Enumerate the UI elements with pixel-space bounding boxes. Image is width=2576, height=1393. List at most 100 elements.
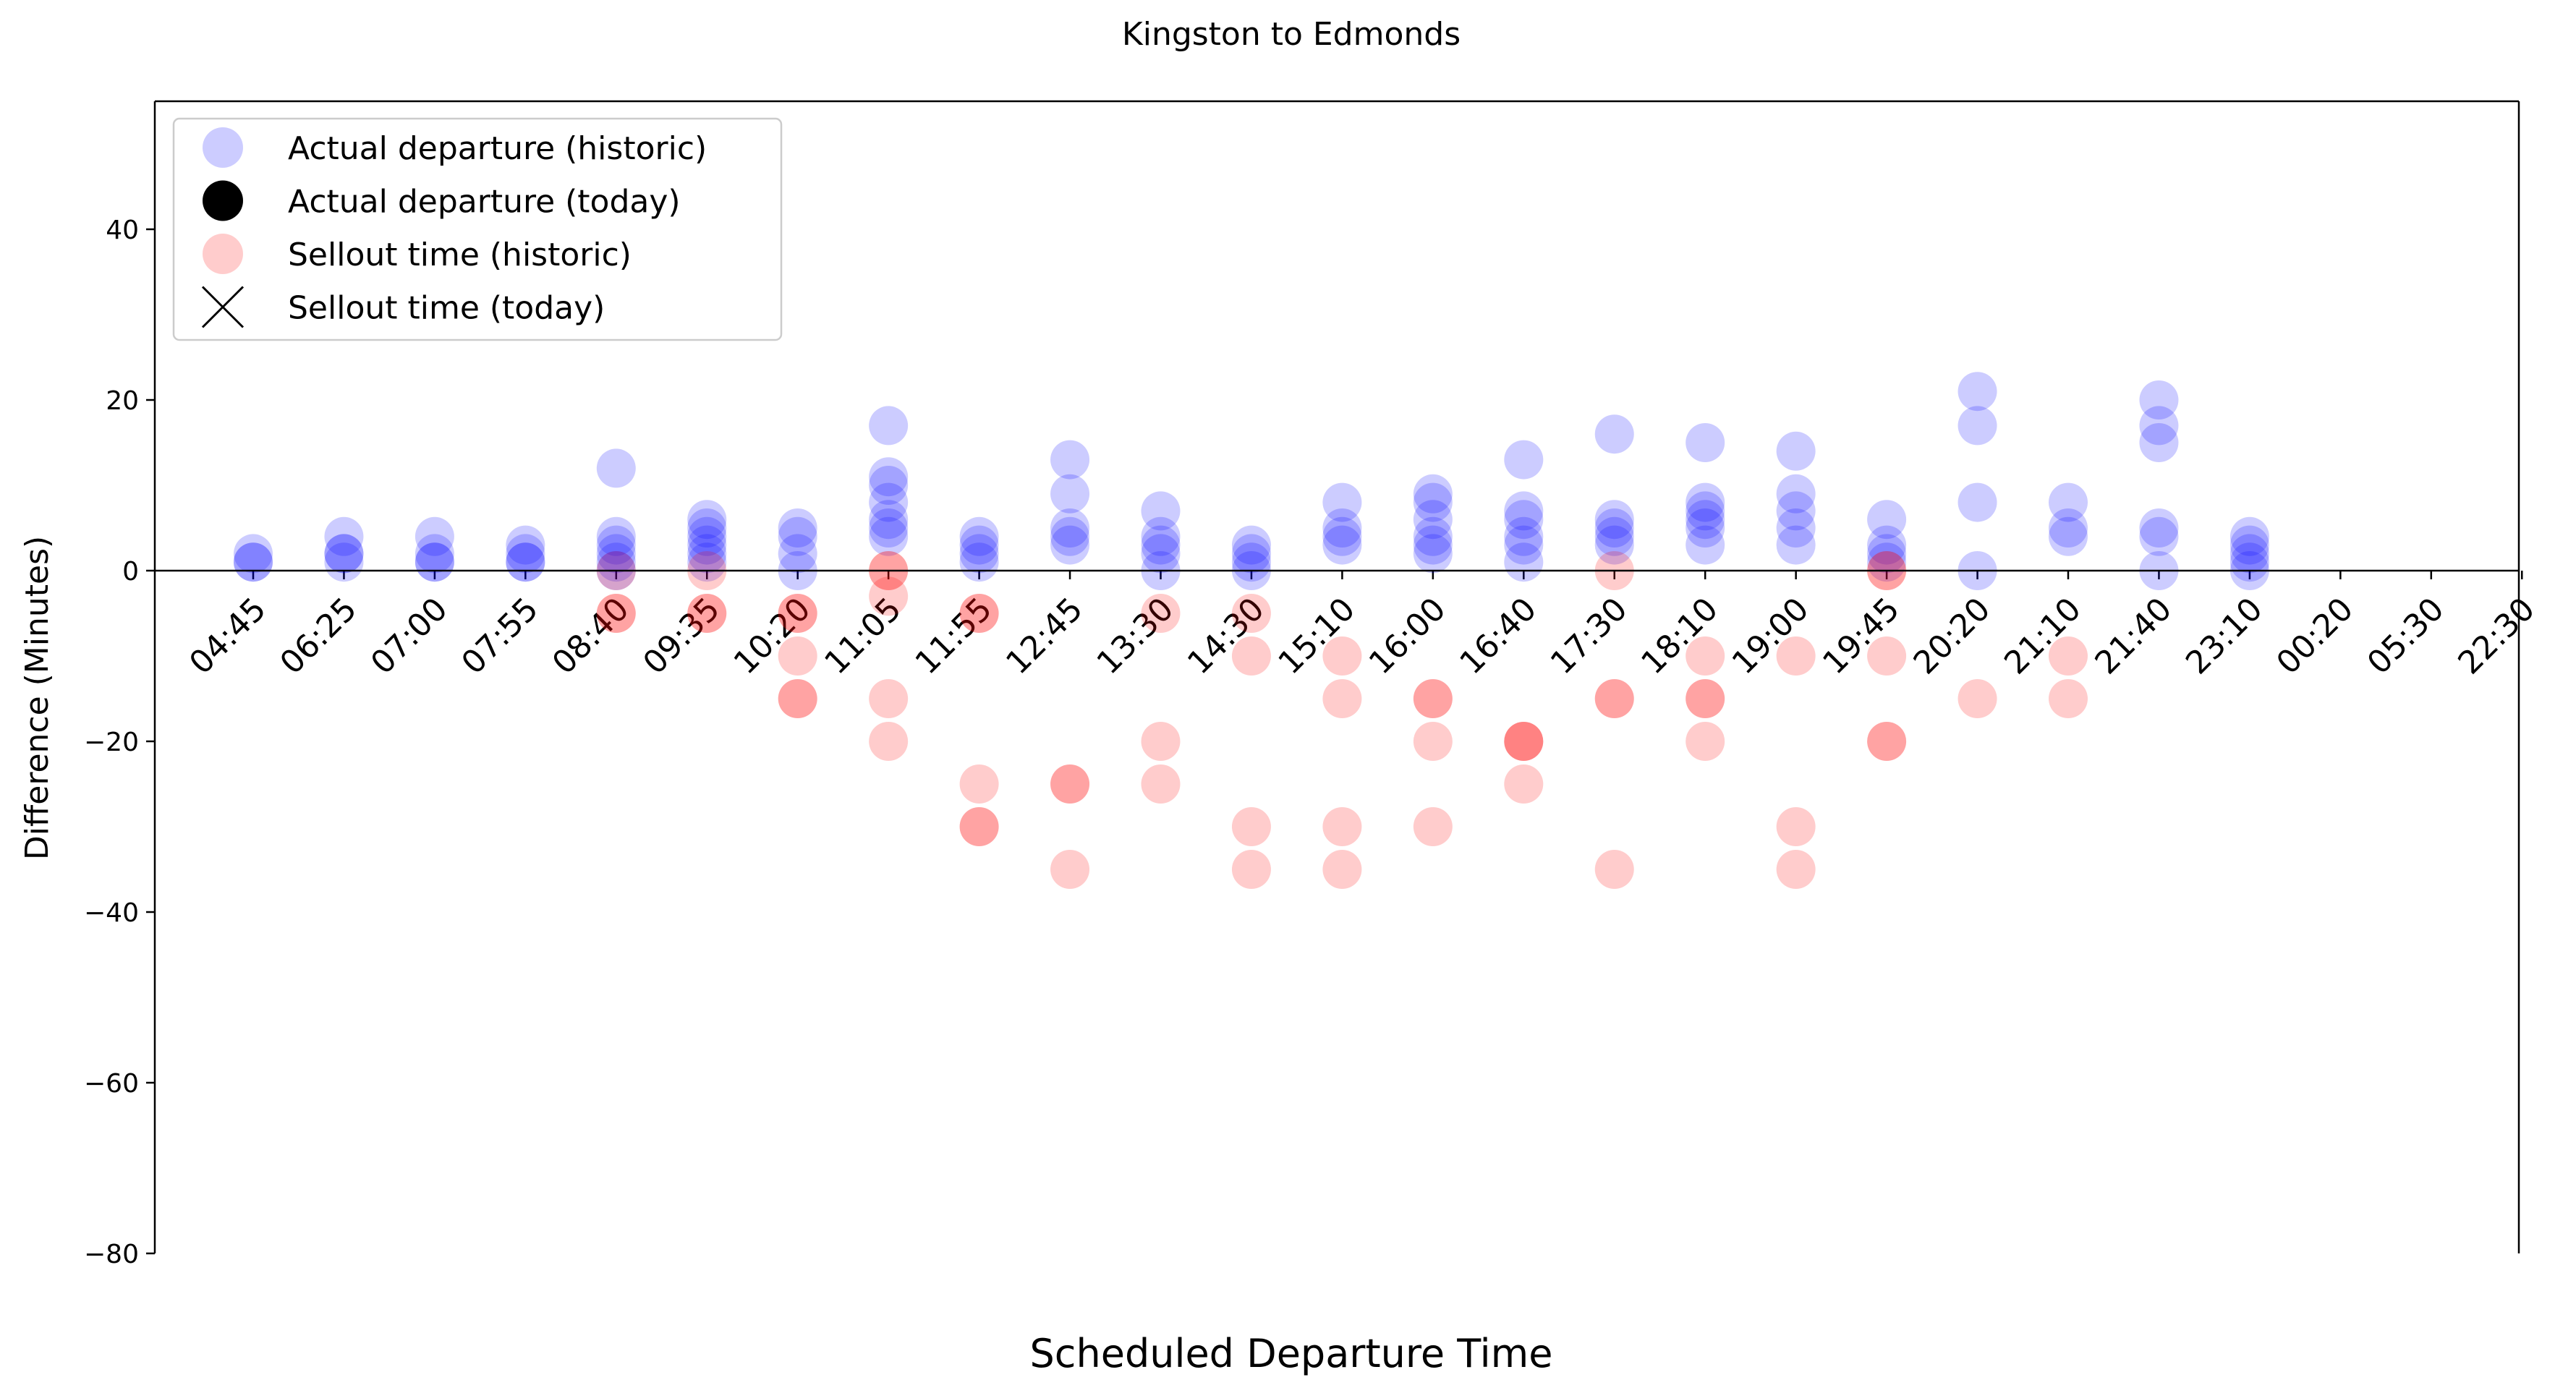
- departure-point: [1776, 474, 1816, 514]
- departure-point: [415, 542, 454, 582]
- sellout-point: [1686, 636, 1725, 676]
- sellout-point: [1231, 594, 1271, 633]
- sellout-point: [1322, 850, 1362, 889]
- legend: Actual departure (historic) Actual depart…: [172, 117, 783, 341]
- sellout-point: [1594, 850, 1634, 889]
- y-tick-label: −20: [84, 728, 139, 757]
- departure-point: [1050, 474, 1090, 514]
- sellout-point: [1050, 850, 1090, 889]
- sellout-point: [1050, 764, 1090, 804]
- departure-point: [1504, 516, 1544, 556]
- departure-point: [687, 516, 727, 556]
- legend-marker-x: [201, 286, 245, 328]
- departure-point: [1413, 500, 1453, 540]
- sellout-point: [1776, 807, 1816, 846]
- departure-point: [2139, 380, 2179, 419]
- sellout-point: [1050, 764, 1090, 804]
- y-tick-label: −80: [84, 1240, 139, 1269]
- departure-point: [1686, 525, 1725, 565]
- departure-point: [1867, 500, 1907, 540]
- departure-point: [1413, 534, 1453, 574]
- departure-point: [687, 508, 727, 548]
- sellout-point: [1231, 807, 1271, 846]
- y-tick-label: 0: [122, 557, 139, 587]
- departure-point: [415, 542, 454, 582]
- sellout-point: [959, 764, 999, 804]
- departure-point: [1413, 474, 1453, 514]
- sellout-point: [1504, 722, 1544, 761]
- sellout-point: [687, 594, 727, 633]
- departure-point: [1594, 414, 1634, 454]
- x-axis-label: Scheduled Departure Time: [1030, 1331, 1553, 1376]
- sellout-point: [2049, 636, 2088, 676]
- departure-point: [1504, 500, 1544, 540]
- y-axis-label: Difference (Minutes): [19, 536, 56, 860]
- departure-point: [506, 542, 545, 582]
- departure-point: [324, 542, 364, 582]
- sellout-point: [1413, 679, 1453, 718]
- y-tick-label: −40: [84, 898, 139, 928]
- departure-point: [415, 516, 454, 556]
- sellout-point: [1141, 594, 1181, 633]
- sellout-point: [959, 594, 999, 633]
- departure-point: [2139, 508, 2179, 548]
- departure-point: [959, 534, 999, 574]
- legend-marker: [203, 234, 243, 274]
- y-axis-ticks: −80 −60 −40 −20 0 20 40: [84, 216, 155, 1269]
- sellout-point: [869, 576, 909, 616]
- departure-point: [506, 542, 545, 582]
- departure-point: [959, 542, 999, 582]
- sellout-point: [1141, 722, 1181, 761]
- sellout-point: [959, 807, 999, 846]
- departure-point: [687, 500, 727, 540]
- legend-label: Actual departure (historic): [288, 130, 707, 167]
- departure-point: [324, 516, 364, 556]
- departure-point: [1050, 516, 1090, 556]
- departure-point: [1322, 516, 1362, 556]
- legend-label: Sellout time (historic): [288, 237, 632, 273]
- sellout-point: [1594, 679, 1634, 718]
- sellout-point: [1413, 679, 1453, 718]
- departure-point: [687, 534, 727, 574]
- departure-point: [1957, 372, 1997, 412]
- departure-point: [2049, 516, 2088, 556]
- sellout-point: [1867, 722, 1907, 761]
- sellout-point: [1867, 722, 1907, 761]
- departure-point: [1322, 482, 1362, 522]
- departure-point: [778, 508, 817, 548]
- departure-point: [869, 457, 909, 497]
- sellout-point: [1413, 722, 1453, 761]
- sellout-point: [1686, 679, 1725, 718]
- departure-point: [1686, 500, 1725, 540]
- sellout-point: [1957, 679, 1997, 718]
- legend-label: Sellout time (today): [288, 290, 605, 327]
- departure-point: [324, 534, 364, 574]
- chart-title: Kingston to Edmonds: [1122, 16, 1461, 53]
- departure-point: [1594, 500, 1634, 540]
- departure-point: [869, 500, 909, 540]
- departure-point: [1141, 491, 1181, 531]
- sellout-point: [1231, 636, 1271, 676]
- departure-point: [1231, 525, 1271, 565]
- sellout-point: [1867, 636, 1907, 676]
- legend-marker: [203, 180, 243, 221]
- departure-point: [1413, 516, 1453, 556]
- legend-marker: [203, 127, 243, 168]
- sellout-point: [687, 594, 727, 633]
- departure-point: [1231, 534, 1271, 574]
- departure-point: [596, 534, 636, 574]
- departure-point: [1413, 525, 1453, 565]
- departure-point: [1504, 542, 1544, 582]
- y-tick-label: −60: [84, 1069, 139, 1099]
- sellout-point: [1776, 850, 1816, 889]
- departure-point: [1594, 508, 1634, 548]
- departure-point: [1050, 508, 1090, 548]
- departure-point: [869, 406, 909, 446]
- departure-point: [1504, 440, 1544, 480]
- y-tick-label: 40: [106, 216, 139, 245]
- sellout-point: [1594, 679, 1634, 718]
- sellout-point: [1504, 722, 1544, 761]
- departure-point: [2139, 516, 2179, 556]
- departure-point: [959, 516, 999, 556]
